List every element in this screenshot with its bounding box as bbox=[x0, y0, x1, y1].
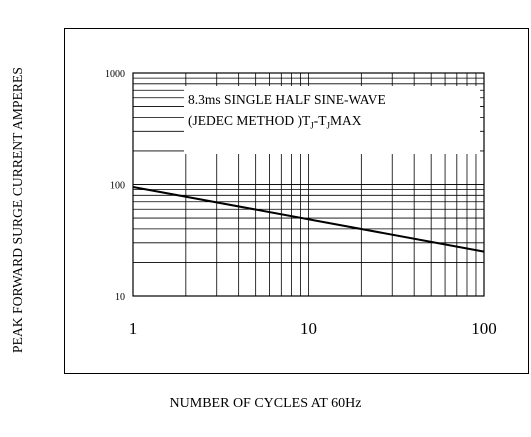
y-tick-label: 10 bbox=[115, 292, 125, 303]
y-tick-label: 100 bbox=[110, 181, 125, 192]
y-tick-label: 1000 bbox=[105, 69, 125, 80]
series-lines bbox=[132, 186, 485, 253]
surge-current-line bbox=[132, 186, 485, 253]
x-tick-label: 1 bbox=[129, 319, 138, 338]
annotation-sub-1: J bbox=[310, 120, 314, 131]
tick-labels: 1 10 100 10 100 1000 bbox=[105, 69, 497, 338]
chart-frame bbox=[64, 28, 529, 374]
x-tick-label: 10 bbox=[300, 319, 317, 338]
annotation-sub-2: J bbox=[326, 120, 331, 131]
annotation-line-1: 8.3ms SINGLE HALF SINE-WAVE bbox=[188, 92, 386, 108]
x-axis-label: NUMBER OF CYCLES AT 60Hz bbox=[169, 396, 362, 411]
annotation-line-2: (JEDEC METHOD )TJ-TJMAX bbox=[188, 113, 362, 131]
plot-area-border bbox=[132, 72, 485, 297]
annotation-prefix: (JEDEC METHOD )T bbox=[188, 113, 311, 128]
annotation-suffix: MAX bbox=[330, 113, 362, 128]
x-tick-label: 100 bbox=[471, 319, 497, 338]
annotation-mid: -T bbox=[313, 113, 327, 128]
